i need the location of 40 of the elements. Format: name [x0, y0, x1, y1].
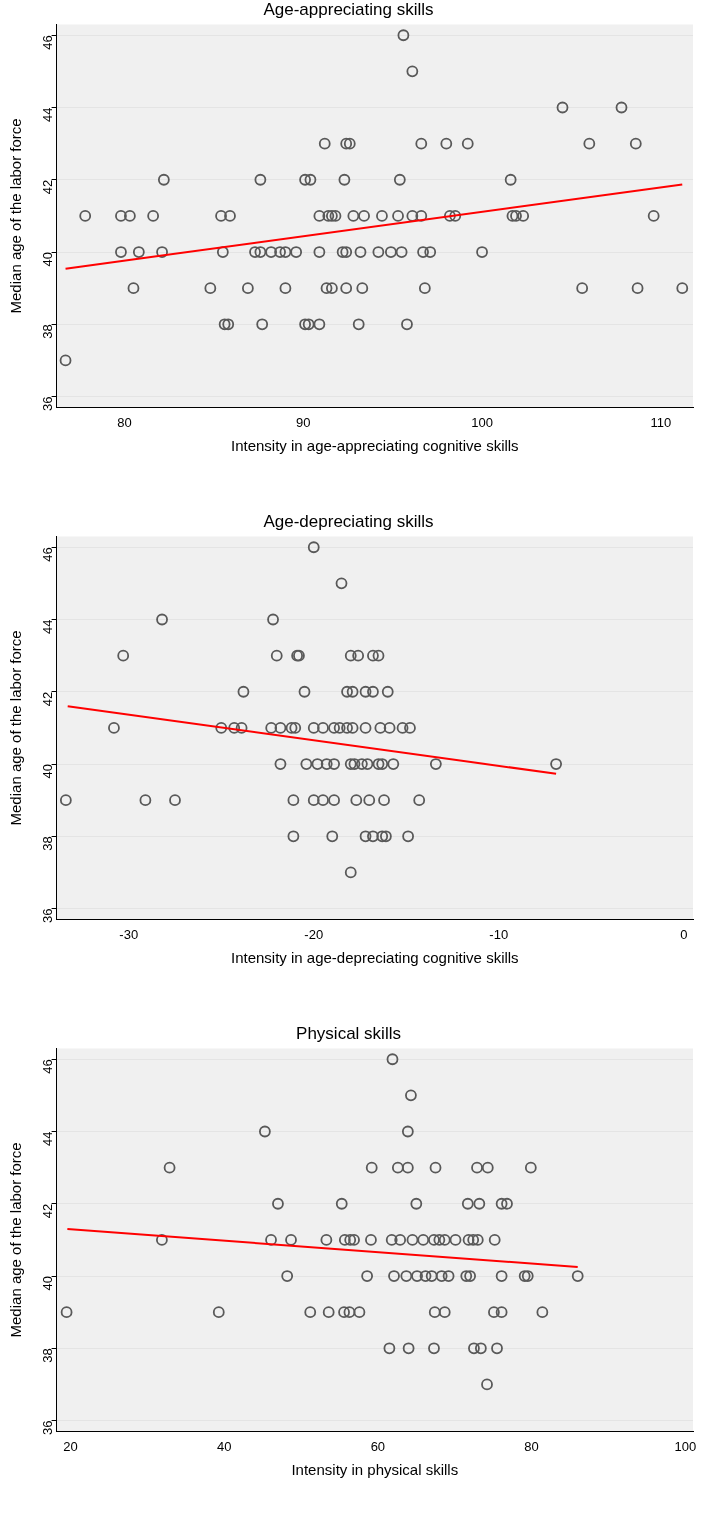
x-tick-label: 100: [471, 414, 493, 430]
x-tick-label: -10: [489, 926, 509, 942]
x-tick-label: 80: [117, 414, 132, 430]
y-axis-title: Median age of the labor force: [7, 630, 25, 826]
x-tick-label: 0: [680, 926, 688, 942]
x-tick-label: 20: [63, 1438, 78, 1454]
y-axis-title: Median age of the labor force: [7, 1142, 25, 1338]
y-tick-label: 38: [40, 324, 56, 339]
y-tick-label: 44: [40, 1131, 56, 1146]
chart-title: Physical skills: [296, 1023, 401, 1043]
y-tick-label: 46: [40, 35, 56, 50]
x-tick-label: 60: [370, 1438, 386, 1454]
y-axis-title: Median age of the labor force: [7, 118, 25, 314]
x-tick-label: 90: [296, 414, 311, 430]
y-tick-label: 44: [40, 107, 56, 122]
y-tick-label: 36: [40, 1420, 56, 1436]
x-axis-title: Intensity in physical skills: [291, 1461, 459, 1479]
y-tick-label: 46: [40, 1059, 56, 1074]
x-axis-title: Intensity in age-appreciating cognitive skills: [230, 437, 519, 455]
y-tick-label: 40: [40, 1276, 56, 1291]
x-tick-label: 100: [674, 1438, 697, 1454]
y-tick-label: 42: [40, 179, 56, 195]
y-tick-label: 44: [40, 619, 56, 634]
y-tick-label: 40: [40, 764, 56, 779]
y-tick-label: 42: [40, 1203, 56, 1219]
y-tick-label: 42: [40, 691, 56, 707]
y-tick-label: 36: [40, 396, 56, 412]
x-tick-label: 110: [650, 414, 672, 430]
x-axis-title: Intensity in age-depreciating cognitive skills: [230, 949, 519, 967]
y-tick-label: 46: [40, 547, 56, 562]
x-tick-label: -30: [119, 926, 139, 942]
y-tick-label: 36: [40, 908, 56, 924]
x-tick-label: -20: [304, 926, 324, 942]
x-tick-label: 40: [216, 1438, 232, 1454]
y-tick-label: 40: [40, 252, 56, 267]
y-tick-label: 38: [40, 1348, 56, 1363]
chart-title: Age-appreciating skills: [263, 0, 434, 19]
x-tick-label: 80: [524, 1438, 539, 1454]
chart-title: Age-depreciating skills: [263, 511, 434, 531]
y-tick-label: 38: [40, 836, 56, 851]
